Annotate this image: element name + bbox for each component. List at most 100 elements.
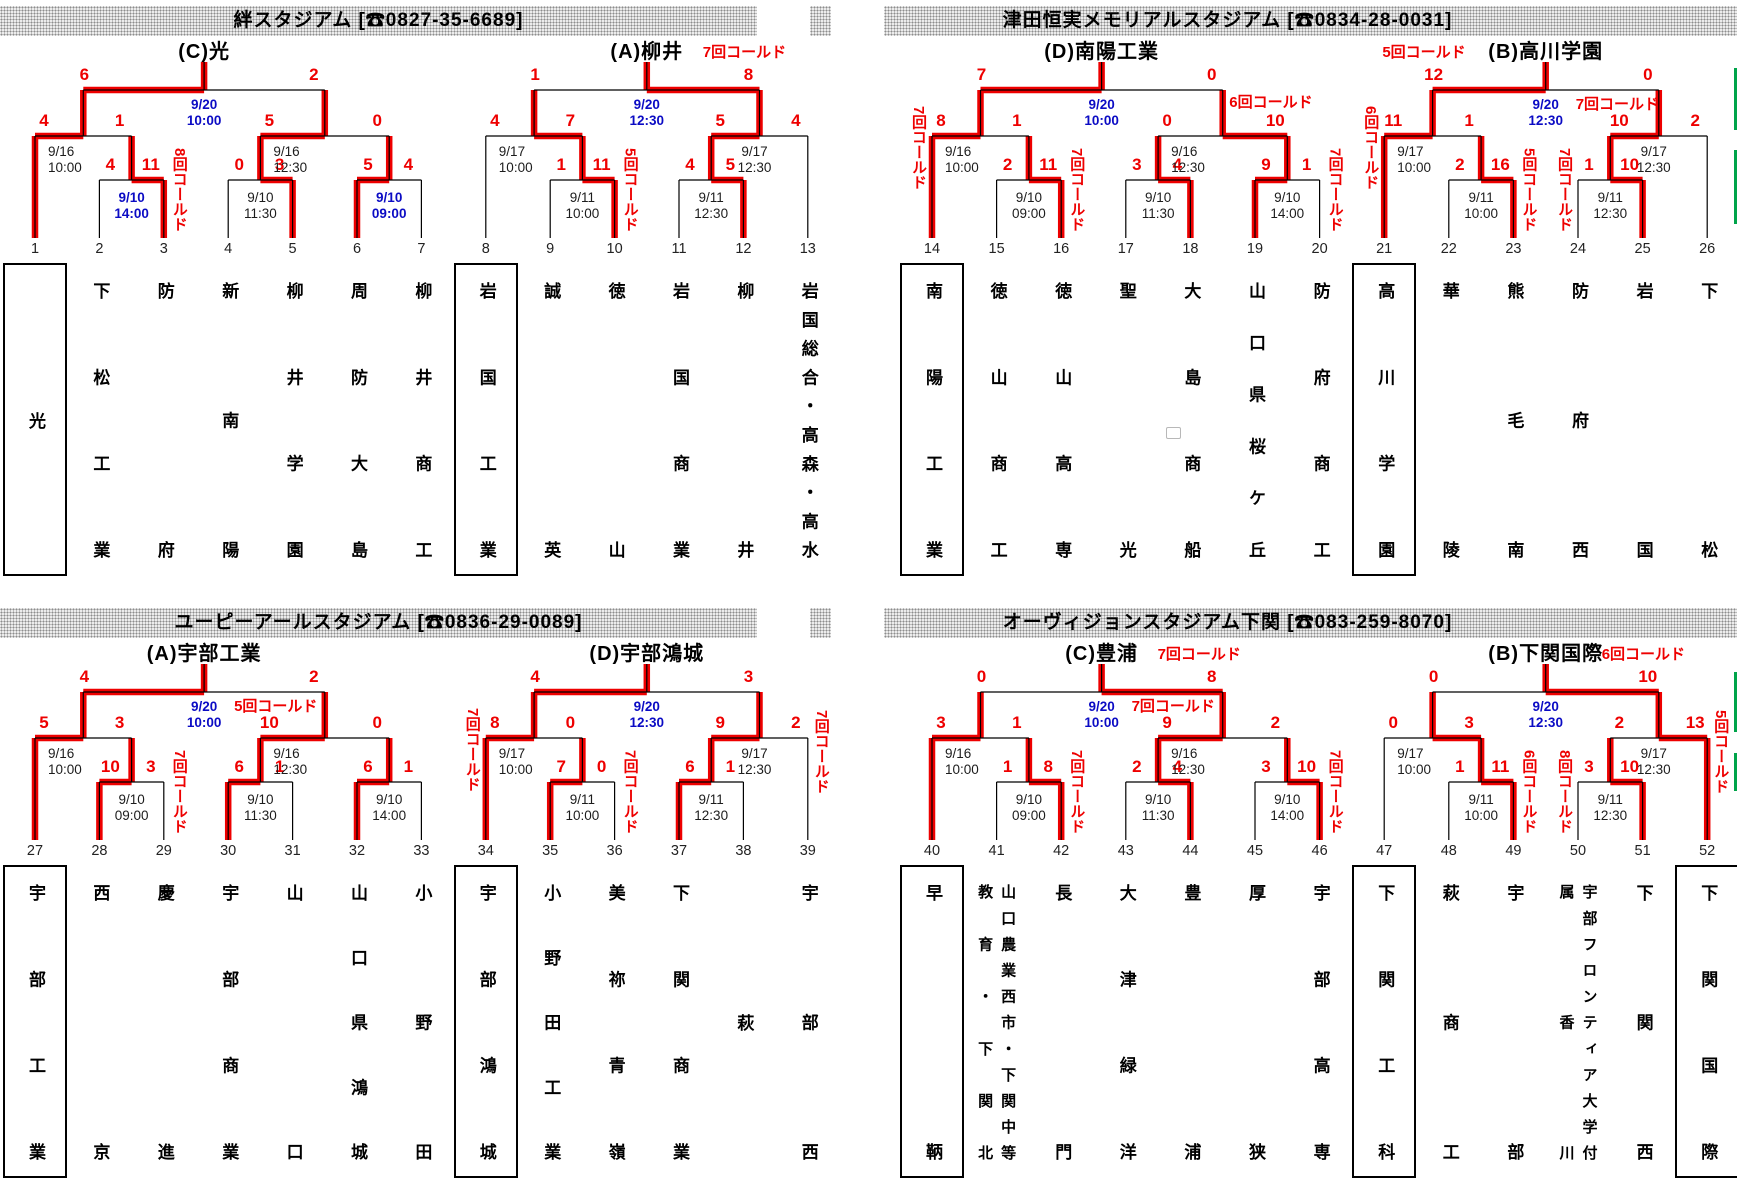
score-right: 4 <box>791 111 801 130</box>
score-left: 1 <box>1584 155 1594 174</box>
team-number: 52 <box>1699 843 1716 859</box>
team-number: 21 <box>1376 241 1393 257</box>
team-name: 岩国商業 <box>670 282 689 628</box>
score-left: 9 <box>715 713 725 732</box>
team-number: 22 <box>1440 241 1457 257</box>
team-name: 下関西 <box>1633 884 1653 1180</box>
score-left: 4 <box>39 111 49 130</box>
match-time: 12:30 <box>273 762 308 777</box>
score-right: 0 <box>565 713 576 732</box>
team-name: 柳井 <box>734 282 754 800</box>
score-left: 3 <box>1584 757 1594 776</box>
match-date: 9/17 <box>498 144 526 159</box>
block-winner-name: (C)光 <box>178 41 230 63</box>
team-number: 30 <box>220 843 237 859</box>
team-number: 38 <box>735 843 752 859</box>
team-name: 光 <box>26 411 45 429</box>
artifact-box <box>1166 427 1181 439</box>
cold-game-annotation: 7回コールド <box>1157 646 1241 663</box>
stadium-header: オーヴィジョンスタジアム下関 [☎083-259-8070] <box>884 608 1737 638</box>
match-time: 12:30 <box>1171 762 1205 777</box>
score-right: 2 <box>309 667 319 686</box>
match-date: 9/20 <box>633 699 660 714</box>
bracket-skeleton-lines <box>34 62 1708 840</box>
match-date: 9/11 <box>1468 792 1494 807</box>
score-left: 9 <box>1162 713 1172 732</box>
match-date: 9/17 <box>1397 144 1424 159</box>
team-number: 49 <box>1505 843 1522 859</box>
team-name: 長門 <box>1052 884 1072 1180</box>
cold-game-annotation: 7回コールド <box>1326 750 1344 834</box>
team-name: 下関工科 <box>1375 884 1395 1180</box>
block-winner-name: (A)宇部工業 <box>146 643 262 665</box>
team-number: 5 <box>288 241 297 257</box>
score-right: 11 <box>592 155 611 174</box>
match-time: 12:30 <box>1593 808 1628 823</box>
match-time: 12:30 <box>1171 160 1205 175</box>
score-left: 10 <box>100 757 120 776</box>
team-number: 43 <box>1117 843 1134 859</box>
score-right: 10 <box>1620 757 1640 776</box>
match-date: 9/10 <box>1144 190 1172 205</box>
score-right: 3 <box>146 757 156 776</box>
match-time: 10:00 <box>1397 762 1431 777</box>
match-date: 9/10 <box>376 190 403 205</box>
team-name: 聖光 <box>1116 282 1136 800</box>
team-number: 13 <box>799 241 816 257</box>
score-right: 10 <box>1297 757 1317 776</box>
match-time: 11:30 <box>1141 206 1175 221</box>
match-time: 10:00 <box>945 160 979 175</box>
team-name: 大島商船 <box>1181 282 1201 628</box>
match-date: 9/17 <box>1640 746 1667 761</box>
match-date: 9/16 <box>945 144 972 159</box>
team-number: 15 <box>988 241 1005 257</box>
team-number: 32 <box>348 843 366 859</box>
team-name: 宇部高専 <box>1310 884 1330 1180</box>
team-number: 14 <box>923 241 941 257</box>
score-left: 0 <box>234 155 244 174</box>
match-time: 12:30 <box>629 113 665 128</box>
team-number: 10 <box>606 241 623 257</box>
match-time: 12:30 <box>629 715 665 730</box>
team-number: 50 <box>1569 843 1587 859</box>
cold-game-annotation: 5回コールド <box>1520 148 1538 232</box>
score-left: 6 <box>363 757 373 776</box>
team-number: 20 <box>1311 241 1328 257</box>
match-time: 10:00 <box>1084 113 1119 128</box>
match-time: 10:00 <box>945 762 979 777</box>
score-left: 6 <box>79 65 90 84</box>
team-name: 徳山商工 <box>987 282 1007 628</box>
cold-game-annotation: 5回コールド <box>1712 710 1730 794</box>
score-left: 5 <box>264 111 275 130</box>
team-number: 6 <box>352 241 362 257</box>
score-left: 7 <box>976 65 987 84</box>
team-name: 山口県鴻城 <box>348 884 367 1180</box>
match-time: 12:30 <box>1528 113 1563 128</box>
match-date: 9/17 <box>1640 144 1667 159</box>
score-right: 8 <box>1206 667 1217 686</box>
cold-game-annotation: 7回コールド <box>1131 698 1215 715</box>
score-right: 1 <box>1012 111 1022 130</box>
team-name: 小野田工業 <box>541 884 561 1180</box>
match-time: 09:00 <box>1011 808 1046 823</box>
match-time: 10:00 <box>565 808 600 823</box>
team-number: 37 <box>670 843 688 859</box>
team-name: 萩商工 <box>1439 884 1459 1180</box>
team-name: 山口農業西市・下関中等 <box>999 884 1017 1172</box>
team-number: 26 <box>1699 241 1716 257</box>
team-name: 防府 <box>154 282 174 800</box>
seed-box <box>1675 865 1737 1178</box>
seed-box <box>3 865 67 1178</box>
match-date: 9/16 <box>273 746 300 761</box>
match-date: 9/16 <box>48 144 75 159</box>
team-name: 小野田 <box>412 884 432 1180</box>
match-date: 9/11 <box>569 792 596 807</box>
match-date: 9/16 <box>945 746 972 761</box>
page-break-mark <box>1734 150 1737 224</box>
match-time: 12:30 <box>1593 206 1628 221</box>
team-number: 47 <box>1376 843 1393 859</box>
score-left: 4 <box>79 667 90 686</box>
team-number: 2 <box>95 241 104 257</box>
cold-game-annotation: 7回コールド <box>1556 148 1573 232</box>
score-right: 8 <box>743 65 754 84</box>
